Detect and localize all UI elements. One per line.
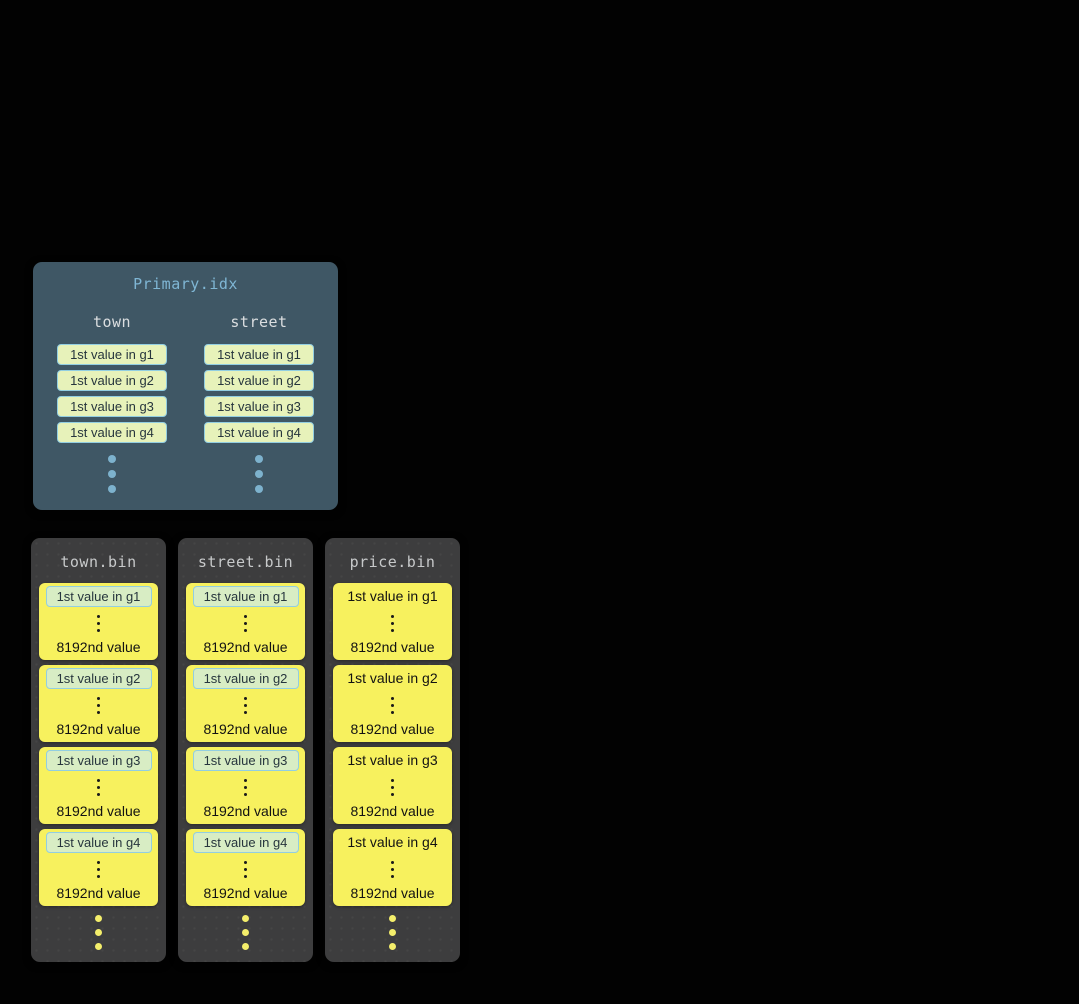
granule-last-value: 8192nd value bbox=[56, 803, 141, 819]
ellipsis-dots-icon bbox=[391, 778, 394, 796]
index-mark: 1st value in g2 bbox=[204, 370, 314, 391]
bin-file-title: town.bin bbox=[60, 553, 137, 571]
granule: 1st value in g3 8192nd value bbox=[39, 747, 158, 824]
bin-file-street: street.bin 1st value in g1 8192nd value … bbox=[178, 538, 313, 962]
index-mark: 1st value in g2 bbox=[57, 370, 167, 391]
ellipsis-dots-icon bbox=[244, 860, 247, 878]
granule: 1st value in g3 8192nd value bbox=[186, 747, 305, 824]
column-header-street: street bbox=[230, 313, 288, 331]
ellipsis-dots-icon bbox=[97, 696, 100, 714]
ellipsis-dots-icon bbox=[244, 696, 247, 714]
bin-file-title: price.bin bbox=[349, 553, 436, 571]
granule-first-value: 1st value in g2 bbox=[192, 668, 299, 689]
column-header-town: town bbox=[92, 313, 132, 331]
granule-first-value: 1st value in g3 bbox=[347, 752, 438, 768]
granule-last-value: 8192nd value bbox=[203, 721, 288, 737]
granule-first-value: 1st value in g3 bbox=[192, 750, 299, 771]
granule-last-value: 8192nd value bbox=[350, 721, 435, 737]
granule-list: 1st value in g1 8192nd value 1st value i… bbox=[178, 583, 313, 906]
ellipsis-dots-icon bbox=[178, 915, 313, 950]
ellipsis-dots-icon bbox=[244, 614, 247, 632]
ellipsis-dots-icon bbox=[391, 614, 394, 632]
granule-last-value: 8192nd value bbox=[56, 639, 141, 655]
granule-last-value: 8192nd value bbox=[203, 803, 288, 819]
ellipsis-dots-icon bbox=[97, 778, 100, 796]
granule-last-value: 8192nd value bbox=[350, 885, 435, 901]
granule-first-value: 1st value in g1 bbox=[347, 588, 438, 604]
granule: 1st value in g4 8192nd value bbox=[186, 829, 305, 906]
ellipsis-dots-icon bbox=[391, 860, 394, 878]
index-mark: 1st value in g4 bbox=[57, 422, 167, 443]
mark-list: 1st value in g1 1st value in g2 1st valu… bbox=[204, 344, 314, 443]
index-mark: 1st value in g4 bbox=[204, 422, 314, 443]
granule: 1st value in g1 8192nd value bbox=[186, 583, 305, 660]
primary-index-title: Primary.idx bbox=[133, 275, 238, 293]
granule-last-value: 8192nd value bbox=[350, 639, 435, 655]
granule: 1st value in g4 8192nd value bbox=[333, 829, 452, 906]
granule-first-value: 1st value in g2 bbox=[45, 668, 152, 689]
granule-last-value: 8192nd value bbox=[203, 885, 288, 901]
granule-first-value: 1st value in g3 bbox=[45, 750, 152, 771]
mark-list: 1st value in g1 1st value in g2 1st valu… bbox=[57, 344, 167, 443]
ellipsis-dots-icon bbox=[255, 455, 263, 493]
granule: 1st value in g4 8192nd value bbox=[39, 829, 158, 906]
ellipsis-dots-icon bbox=[108, 455, 116, 493]
index-mark: 1st value in g1 bbox=[57, 344, 167, 365]
index-mark: 1st value in g1 bbox=[204, 344, 314, 365]
ellipsis-dots-icon bbox=[391, 696, 394, 714]
bin-file-price: price.bin 1st value in g1 8192nd value 1… bbox=[325, 538, 460, 962]
granule: 1st value in g3 8192nd value bbox=[333, 747, 452, 824]
granule-first-value: 1st value in g1 bbox=[45, 586, 152, 607]
granule-first-value: 1st value in g2 bbox=[347, 670, 438, 686]
ellipsis-dots-icon bbox=[31, 915, 166, 950]
primary-column-street: street 1st value in g1 1st value in g2 1… bbox=[204, 313, 314, 493]
granule: 1st value in g1 8192nd value bbox=[333, 583, 452, 660]
granule-first-value: 1st value in g1 bbox=[192, 586, 299, 607]
granule: 1st value in g2 8192nd value bbox=[186, 665, 305, 742]
granule-first-value: 1st value in g4 bbox=[45, 832, 152, 853]
primary-index-columns: town 1st value in g1 1st value in g2 1st… bbox=[33, 313, 338, 493]
bin-file-title: street.bin bbox=[197, 553, 294, 571]
bin-file-town: town.bin 1st value in g1 8192nd value 1s… bbox=[31, 538, 166, 962]
primary-index-panel: Primary.idx town 1st value in g1 1st val… bbox=[33, 262, 338, 510]
granule-list: 1st value in g1 8192nd value 1st value i… bbox=[31, 583, 166, 906]
granule-last-value: 8192nd value bbox=[350, 803, 435, 819]
index-mark: 1st value in g3 bbox=[57, 396, 167, 417]
index-mark: 1st value in g3 bbox=[204, 396, 314, 417]
granule-list: 1st value in g1 8192nd value 1st value i… bbox=[325, 583, 460, 906]
ellipsis-dots-icon bbox=[97, 614, 100, 632]
ellipsis-dots-icon bbox=[325, 915, 460, 950]
granule-last-value: 8192nd value bbox=[203, 639, 288, 655]
granule-first-value: 1st value in g4 bbox=[347, 834, 438, 850]
primary-column-town: town 1st value in g1 1st value in g2 1st… bbox=[57, 313, 167, 493]
ellipsis-dots-icon bbox=[244, 778, 247, 796]
granule-first-value: 1st value in g4 bbox=[192, 832, 299, 853]
granule: 1st value in g2 8192nd value bbox=[333, 665, 452, 742]
granule-last-value: 8192nd value bbox=[56, 721, 141, 737]
granule: 1st value in g1 8192nd value bbox=[39, 583, 158, 660]
ellipsis-dots-icon bbox=[97, 860, 100, 878]
granule-last-value: 8192nd value bbox=[56, 885, 141, 901]
granule: 1st value in g2 8192nd value bbox=[39, 665, 158, 742]
